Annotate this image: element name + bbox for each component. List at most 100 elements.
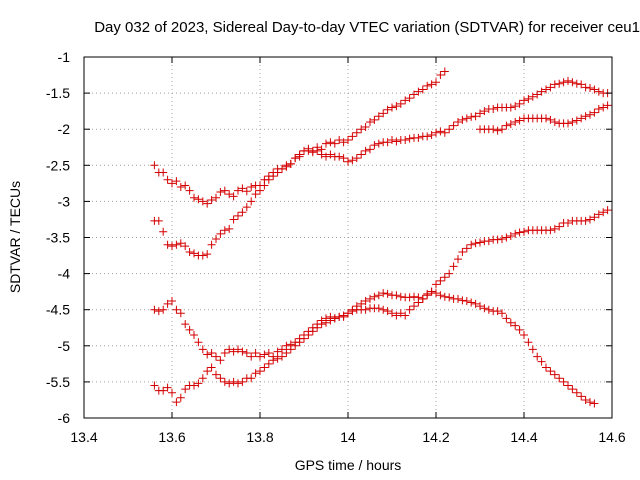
data-point [498,234,506,243]
data-point [181,242,190,251]
data-point [418,85,427,94]
data-point [256,186,264,195]
data-point [300,334,308,343]
data-point [264,349,273,358]
data-point [172,240,181,249]
data-point [559,377,568,386]
data-point [454,117,462,126]
data-point [234,186,242,195]
data-point [396,99,405,108]
data-point [357,150,366,159]
data-point [484,237,493,246]
data-point [247,182,256,191]
data-point [154,216,163,225]
data-point [322,139,330,148]
data-point [423,81,432,90]
data-point [370,292,379,301]
data-point [564,76,572,85]
data-point [269,172,278,181]
data-point [546,367,555,376]
data-point [326,138,335,147]
data-point [550,80,559,89]
x-tick-labels: 13.4 13.6 13.8 14 14.2 14.4 14.6 [70,429,625,445]
data-point [471,239,480,248]
x-tick-label: 14 [340,429,356,445]
data-point [154,307,163,316]
data-point [203,199,212,208]
data-point [295,150,304,159]
data-point [599,103,608,112]
data-point [581,216,590,225]
data-point [476,238,484,247]
data-point [542,114,550,123]
data-point [172,398,181,407]
data-point [506,120,515,129]
data-point [344,309,352,318]
data-point [423,132,432,141]
series-track-4 [150,206,612,365]
data-point [291,154,300,163]
data-point [163,299,172,308]
data-point [467,298,476,307]
data-point [414,133,423,142]
data-point [168,242,176,251]
data-point [335,152,344,161]
data-point [436,71,445,80]
data-point [594,87,603,96]
data-point [586,84,594,93]
data-point [282,349,291,358]
data-point [467,240,476,249]
data-point [190,193,198,202]
series-track-3 [476,101,612,135]
data-point [229,347,238,356]
data-point [436,276,445,285]
data-point [150,381,159,390]
data-point [313,323,322,332]
data-point [603,206,612,215]
data-point [418,294,427,303]
data-point [392,137,401,146]
data-point [577,392,586,401]
data-point [440,67,449,76]
data-point [229,377,238,386]
data-point [304,330,313,339]
data-point [546,83,555,92]
data-point [480,304,489,313]
data-point [379,109,388,118]
data-point [256,352,264,361]
data-point [225,379,234,388]
data-point [520,227,528,236]
data-point [550,224,559,233]
y-tick-label: -4 [58,266,71,282]
data-point [185,247,194,256]
data-point [366,145,374,154]
y-tick-label: -3 [58,193,71,209]
data-point [546,226,555,235]
data-point [379,305,388,314]
data-point [401,136,410,145]
data-point [480,107,489,116]
data-point [251,190,260,199]
data-point [383,138,392,147]
data-point [520,96,528,105]
data-point [181,385,190,394]
data-point [185,325,194,334]
data-point [291,341,300,350]
data-point [427,287,436,296]
y-tick-label: -3.5 [46,230,70,246]
y-tick-label: -2.5 [46,157,70,173]
data-point [586,110,594,119]
data-point [225,190,234,199]
y-tick-label: -5 [58,338,71,354]
data-point [462,244,471,253]
data-point [590,108,599,117]
data-point [168,388,176,397]
data-point [515,116,524,125]
data-point [594,210,603,219]
data-point [190,381,198,390]
data-point [322,318,330,327]
data-point [423,289,432,298]
data-point [590,213,599,222]
data-point [242,187,251,196]
